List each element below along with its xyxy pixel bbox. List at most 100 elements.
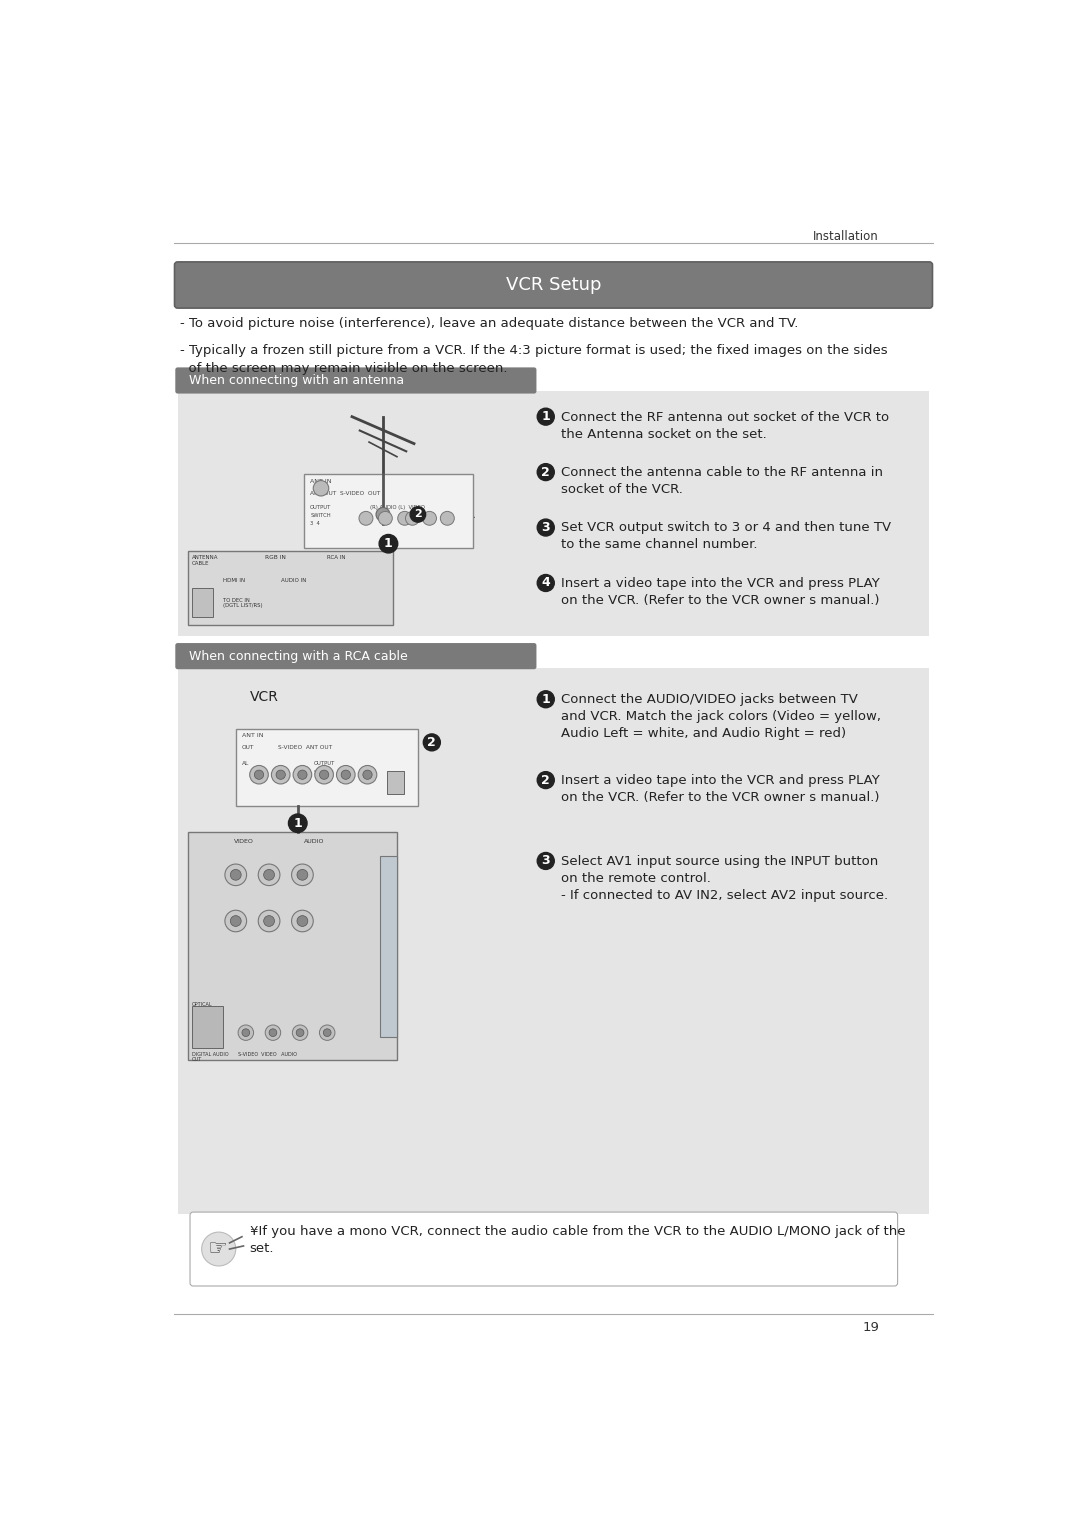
- FancyBboxPatch shape: [175, 367, 537, 394]
- Text: OUTPUT: OUTPUT: [313, 761, 335, 766]
- Text: OPTICAL: OPTICAL: [191, 1002, 212, 1007]
- Circle shape: [297, 915, 308, 926]
- Text: RCA IN: RCA IN: [327, 555, 346, 561]
- Circle shape: [266, 1025, 281, 1041]
- Circle shape: [537, 772, 554, 788]
- Circle shape: [258, 863, 280, 886]
- Text: (R) AUDIO (L)  VIDEO: (R) AUDIO (L) VIDEO: [369, 506, 424, 510]
- Circle shape: [230, 915, 241, 926]
- Bar: [191, 1005, 222, 1048]
- Text: Installation: Installation: [813, 229, 879, 243]
- Text: Insert a video tape into the VCR and press PLAY
on the VCR. (Refer to the VCR ow: Insert a video tape into the VCR and pre…: [562, 775, 880, 804]
- Circle shape: [313, 481, 328, 497]
- Text: ANTENNA
CABLE: ANTENNA CABLE: [191, 555, 218, 565]
- Text: Connect the antenna cable to the RF antenna in
socket of the VCR.: Connect the antenna cable to the RF ante…: [562, 466, 883, 497]
- Circle shape: [264, 869, 274, 880]
- Text: SWITCH: SWITCH: [313, 770, 334, 775]
- Text: OUT: OUT: [242, 746, 254, 750]
- Text: ¥If you have a mono VCR, connect the audio cable from the VCR to the AUDIO L/MON: ¥If you have a mono VCR, connect the aud…: [249, 1225, 905, 1254]
- Circle shape: [537, 853, 554, 869]
- Circle shape: [363, 770, 373, 779]
- Circle shape: [242, 1028, 249, 1036]
- Text: Connect the RF antenna out socket of the VCR to
the Antenna socket on the set.: Connect the RF antenna out socket of the…: [562, 411, 889, 440]
- FancyBboxPatch shape: [190, 1212, 897, 1287]
- Circle shape: [378, 512, 392, 526]
- Text: VCR Setup: VCR Setup: [505, 277, 602, 293]
- Circle shape: [293, 766, 312, 784]
- Circle shape: [422, 512, 436, 526]
- Text: ANT IN: ANT IN: [310, 480, 332, 484]
- Bar: [380, 856, 397, 1036]
- Circle shape: [341, 770, 350, 779]
- Circle shape: [202, 1232, 235, 1267]
- Text: S-VIDEO  VIDEO   AUDIO: S-VIDEO VIDEO AUDIO: [238, 1051, 297, 1057]
- Circle shape: [323, 1028, 332, 1036]
- Text: 3: 3: [541, 854, 550, 868]
- Text: TO DEC IN
(DGTL LIST/RS): TO DEC IN (DGTL LIST/RS): [222, 597, 262, 608]
- Text: 3: 3: [541, 521, 550, 535]
- Text: 2: 2: [414, 509, 422, 520]
- Circle shape: [255, 770, 264, 779]
- Circle shape: [276, 770, 285, 779]
- Text: 2: 2: [541, 773, 550, 787]
- Text: 1: 1: [541, 410, 550, 423]
- Text: When connecting with an antenna: When connecting with an antenna: [189, 374, 404, 387]
- Text: VCR: VCR: [249, 691, 279, 704]
- Circle shape: [320, 1025, 335, 1041]
- Bar: [188, 552, 393, 625]
- Text: 1: 1: [294, 817, 302, 830]
- Circle shape: [298, 770, 307, 779]
- Circle shape: [410, 507, 426, 523]
- Text: VIDEO: VIDEO: [234, 839, 254, 843]
- Text: S-VIDEO  ANT OUT: S-VIDEO ANT OUT: [279, 746, 333, 750]
- Circle shape: [537, 575, 554, 591]
- Text: COMPONENT IN AV: COMPONENT IN AV: [386, 923, 391, 970]
- Circle shape: [230, 869, 241, 880]
- Bar: [188, 833, 397, 1059]
- Circle shape: [337, 766, 355, 784]
- Text: Set VCR output switch to 3 or 4 and then tune TV
to the same channel number.: Set VCR output switch to 3 or 4 and then…: [562, 521, 891, 552]
- Text: 19: 19: [862, 1322, 879, 1334]
- Text: 4: 4: [541, 576, 550, 590]
- Circle shape: [359, 766, 377, 784]
- Text: Connect the AUDIO/VIDEO jacks between TV
and VCR. Match the jack colors (Video =: Connect the AUDIO/VIDEO jacks between TV…: [562, 694, 881, 740]
- Text: Select AV1 input source using the INPUT button
on the remote control.
- If conne: Select AV1 input source using the INPUT …: [562, 854, 889, 902]
- Text: - To avoid picture noise (interference), leave an adequate distance between the : - To avoid picture noise (interference),…: [180, 316, 798, 330]
- Circle shape: [379, 535, 397, 553]
- Circle shape: [258, 911, 280, 932]
- Text: VCRCR: VCRCR: [431, 507, 476, 521]
- Text: OUTPUT: OUTPUT: [310, 506, 332, 510]
- Text: 1: 1: [541, 692, 550, 706]
- Circle shape: [249, 766, 268, 784]
- Bar: [177, 391, 930, 636]
- Circle shape: [537, 463, 554, 481]
- Text: 1: 1: [384, 538, 393, 550]
- Circle shape: [441, 512, 455, 526]
- Circle shape: [271, 766, 291, 784]
- Bar: [191, 588, 213, 617]
- Circle shape: [537, 520, 554, 536]
- Circle shape: [264, 915, 274, 926]
- Circle shape: [225, 863, 246, 886]
- Text: RGB IN: RGB IN: [266, 555, 286, 561]
- Circle shape: [537, 408, 554, 425]
- Circle shape: [297, 869, 308, 880]
- Circle shape: [225, 911, 246, 932]
- Text: - Typically a frozen still picture from a VCR. If the 4:3 picture format is used: - Typically a frozen still picture from …: [180, 344, 888, 374]
- Bar: [387, 770, 404, 795]
- Bar: [177, 668, 930, 1213]
- Circle shape: [293, 1025, 308, 1041]
- Text: HDMI IN: HDMI IN: [222, 579, 245, 584]
- Circle shape: [423, 733, 441, 750]
- Text: AL: AL: [242, 761, 249, 766]
- Text: ANT OUT  S-VIDEO  OUT: ANT OUT S-VIDEO OUT: [310, 492, 380, 497]
- Circle shape: [296, 1028, 303, 1036]
- Circle shape: [269, 1028, 276, 1036]
- Bar: [235, 729, 418, 805]
- Circle shape: [238, 1025, 254, 1041]
- Text: When connecting with a RCA cable: When connecting with a RCA cable: [189, 649, 408, 663]
- Text: ☞: ☞: [207, 1239, 227, 1259]
- Text: IN: IN: [381, 516, 387, 521]
- Circle shape: [359, 512, 373, 526]
- Bar: [303, 474, 473, 547]
